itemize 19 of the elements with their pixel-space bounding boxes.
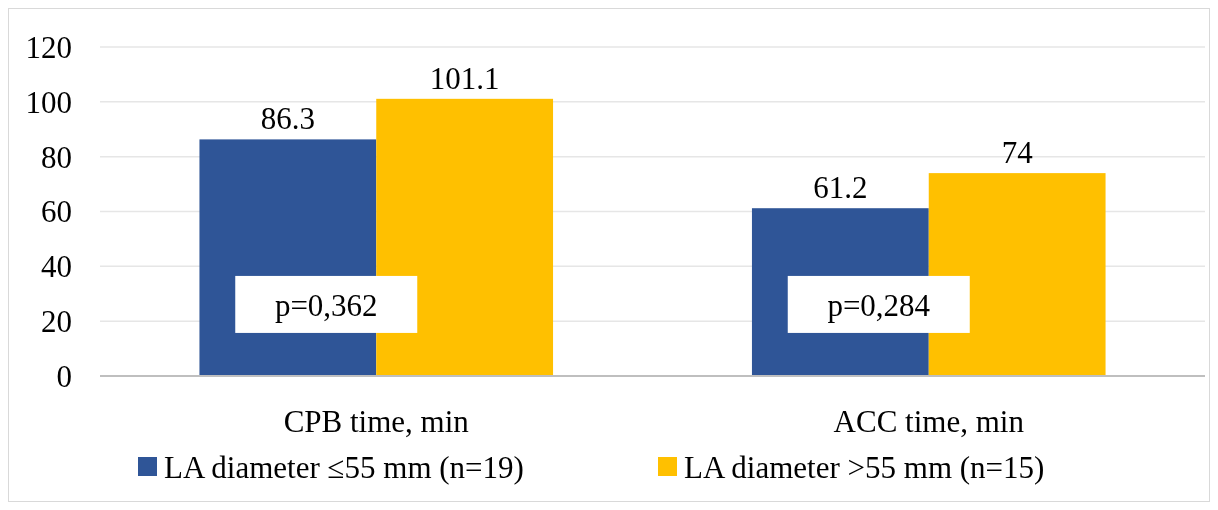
x-tick-label: ACC time, min — [833, 404, 1025, 439]
annotation: p=0,362 — [274, 287, 378, 323]
x-tick-label: CPB time, min — [283, 404, 470, 439]
data-label: 86.3 — [260, 101, 315, 137]
legend-label: LA diameter >55 mm (n=15) — [684, 449, 1045, 485]
data-label: 74 — [1001, 135, 1034, 171]
data-label: 61.2 — [813, 170, 868, 206]
y-tick-label: 20 — [41, 304, 72, 340]
y-tick-label: 60 — [41, 194, 72, 230]
annotation: p=0,284 — [827, 287, 931, 323]
y-tick-label: 80 — [41, 139, 72, 175]
legend-label: LA diameter ≤55 mm (n=19) — [164, 449, 524, 485]
y-tick-label: 100 — [25, 84, 72, 120]
y-tick-label: 120 — [25, 29, 72, 65]
y-tick-label: 0 — [56, 358, 72, 394]
y-tick-label: 40 — [41, 249, 72, 285]
bar — [928, 173, 1106, 376]
data-label: 101.1 — [429, 60, 500, 96]
bar — [376, 98, 554, 376]
